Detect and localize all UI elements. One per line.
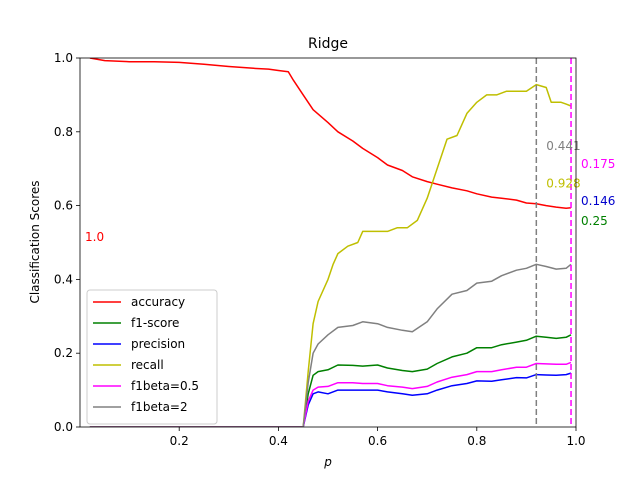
series-line-accuracy — [89, 58, 572, 209]
x-tick-label: 0.4 — [269, 434, 288, 448]
annotation-label: 1.0 — [85, 230, 104, 244]
legend-entry: precision — [131, 337, 185, 351]
y-tick-label: 1.0 — [54, 51, 73, 65]
y-tick-label: 0.4 — [54, 272, 73, 286]
y-axis-label: Classification Scores — [28, 180, 42, 303]
legend-entry: f1-score — [131, 316, 179, 330]
series-line-f1beta-0-5 — [89, 361, 572, 427]
x-tick-label: 1.0 — [566, 434, 585, 448]
y-tick-label: 0.8 — [54, 125, 73, 139]
x-axis-label: p — [323, 455, 332, 469]
series-line-f1beta-2 — [89, 263, 572, 427]
y-axis: 0.0 0.2 0.4 0.6 0.8 1.0 — [54, 51, 80, 434]
series-line-precision — [89, 372, 572, 427]
chart-title: Ridge — [308, 36, 348, 52]
x-tick-label: 0.2 — [170, 434, 189, 448]
series-line-f1-score — [89, 334, 572, 427]
annotation-label: 0.441 — [546, 139, 580, 153]
legend-entry: accuracy — [131, 295, 185, 309]
y-tick-label: 0.6 — [54, 199, 73, 213]
legend-entry: f1beta=2 — [131, 400, 188, 414]
y-tick-label: 0.2 — [54, 346, 73, 360]
y-tick-label: 0.0 — [54, 420, 73, 434]
series-line-recall — [89, 83, 572, 427]
annotation-label: 0.146 — [581, 194, 615, 208]
x-tick-label: 0.6 — [368, 434, 387, 448]
x-axis: 0.2 0.4 0.6 0.8 1.0 — [170, 427, 586, 448]
annotation-label: 0.928 — [546, 176, 580, 190]
x-tick-label: 0.8 — [467, 434, 486, 448]
annotation-label: 0.25 — [581, 214, 608, 228]
legend: accuracy f1-score precision recall f1beta=0.… — [86, 289, 218, 425]
annotation-label: 0.175 — [581, 157, 615, 171]
axes-frame — [79, 57, 577, 428]
legend-entry: f1beta=0.5 — [131, 379, 199, 393]
series-group — [89, 58, 572, 427]
legend-entry: recall — [131, 358, 164, 372]
